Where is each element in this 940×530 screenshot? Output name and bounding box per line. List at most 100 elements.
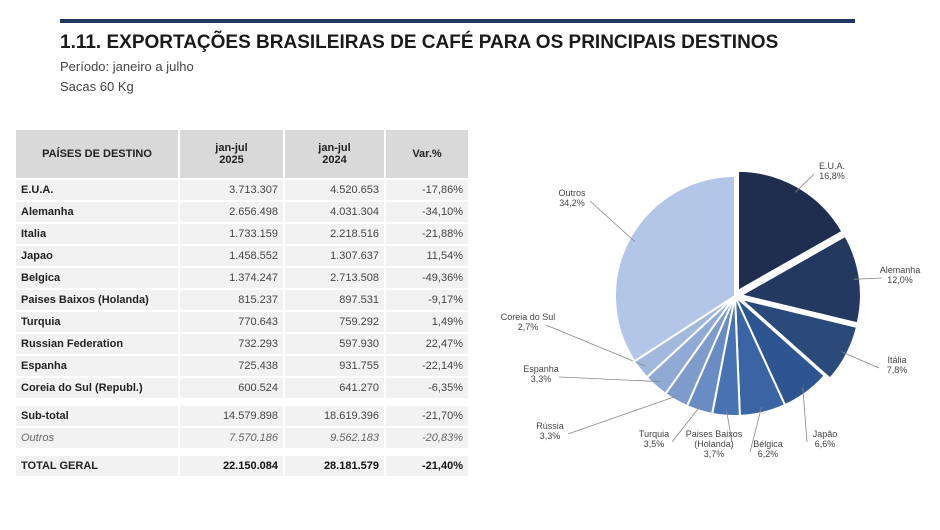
country-cell: Belgica [16, 268, 178, 288]
row-spacer [16, 450, 468, 454]
header-2025-line2: 2025 [219, 154, 244, 166]
pie-label-value: 16,8% [819, 171, 845, 181]
pie-leader-line [795, 173, 815, 193]
header-var: Var.% [386, 130, 468, 178]
var-cell: 1,49% [386, 312, 468, 332]
pie-leader-line [749, 406, 762, 453]
var-cell: -17,86% [386, 180, 468, 200]
country-cell: Japao [16, 246, 178, 266]
var-cell: -6,35% [386, 378, 468, 398]
outros-var: -20,83% [386, 428, 468, 448]
pie-label-value: 3,3% [531, 374, 552, 384]
var-cell: -22,14% [386, 356, 468, 376]
value-2024-cell: 2.218.516 [285, 224, 384, 244]
pie-slice-outros [614, 174, 736, 363]
header-2025: jan-jul 2025 [180, 130, 283, 178]
pie-label-value: 3,3% [540, 431, 561, 441]
value-2025-cell: 770.643 [180, 312, 283, 332]
value-2024-cell: 1.307.637 [285, 246, 384, 266]
table-row: Italia 1.733.159 2.218.516 -21,88% [16, 224, 468, 244]
pie-label-value: 6,2% [758, 449, 779, 459]
outros-2024: 9.562.183 [285, 428, 384, 448]
table-row: Coreia do Sul (Republ.) 600.524 641.270 -6,… [16, 378, 468, 398]
value-2025-cell: 732.293 [180, 334, 283, 354]
pie-leader-line [567, 394, 680, 435]
var-cell: 11,54% [386, 246, 468, 266]
pie-label-value: 3,7% [704, 449, 725, 459]
var-cell: 22,47% [386, 334, 468, 354]
value-2025-cell: 600.524 [180, 378, 283, 398]
country-cell: Russian Federation [16, 334, 178, 354]
value-2024-cell: 759.292 [285, 312, 384, 332]
exports-table: PAÍSES DE DESTINO jan-jul 2025 jan-jul 2… [14, 128, 470, 478]
table-row: Turquia 770.643 759.292 1,49% [16, 312, 468, 332]
unit-text: Sacas 60 Kg [60, 79, 134, 94]
pie-label-name: Japão [813, 429, 838, 439]
value-2024-cell: 2.713.508 [285, 268, 384, 288]
subtotal-var: -21,70% [386, 406, 468, 426]
pie-label-name: Coreia do Sul [501, 312, 556, 322]
var-cell: -34,10% [386, 202, 468, 222]
value-2024-cell: 4.520.653 [285, 180, 384, 200]
total-row: TOTAL GERAL 22.150.084 28.181.579 -21,40% [16, 456, 468, 476]
value-2025-cell: 1.374.247 [180, 268, 283, 288]
pie-label-name: Outros [558, 188, 586, 198]
pie-leader-line [589, 200, 636, 242]
pie-slice-alemanha [738, 234, 862, 325]
table-row: Espanha 725.438 931.755 -22,14% [16, 356, 468, 376]
country-cell: Italia [16, 224, 178, 244]
header-2025-line1: jan-jul [215, 142, 248, 154]
subtotal-2025: 14.579.898 [180, 406, 283, 426]
pie-leader-line [853, 277, 883, 280]
pie-leader-line [726, 409, 733, 443]
subtotal-2024: 18.619.396 [285, 406, 384, 426]
pie-label-name: Paises Baixos (Holanda) [686, 429, 743, 449]
pie-label-value: 34,2% [559, 198, 585, 208]
pie-label-name: Bélgica [753, 439, 783, 449]
table-row: Russian Federation 732.293 597.930 22,47% [16, 334, 468, 354]
pie-label-value: 6,6% [815, 439, 836, 449]
header-country: PAÍSES DE DESTINO [16, 130, 178, 178]
var-cell: -21,88% [386, 224, 468, 244]
pie-label-value: 2,7% [518, 322, 539, 332]
pie-label-name: Itália [887, 355, 906, 365]
country-cell: Alemanha [16, 202, 178, 222]
country-cell: E.U.A. [16, 180, 178, 200]
pie-leader-line [558, 376, 660, 382]
var-cell: -9,17% [386, 290, 468, 310]
country-cell: Coreia do Sul (Republ.) [16, 378, 178, 398]
table-row: Japao 1.458.552 1.307.637 11,54% [16, 246, 468, 266]
header-2024-line1: jan-jul [318, 142, 351, 154]
value-2025-cell: 2.656.498 [180, 202, 283, 222]
pie-slice-it-lia [739, 297, 859, 380]
value-2024-cell: 931.755 [285, 356, 384, 376]
table-row: Belgica 1.374.247 2.713.508 -49,36% [16, 268, 468, 288]
total-2024: 28.181.579 [285, 456, 384, 476]
header-2024-line2: 2024 [322, 154, 347, 166]
value-2025-cell: 1.458.552 [180, 246, 283, 266]
row-spacer [16, 400, 468, 404]
table-row: Paises Baixos (Holanda) 815.237 897.531 -9,… [16, 290, 468, 310]
subtotal-label: Sub-total [16, 406, 178, 426]
country-cell: Paises Baixos (Holanda) [16, 290, 178, 310]
pie-label-name: E.U.A. [819, 161, 845, 171]
pie-leader-line [545, 324, 646, 367]
table-row: Alemanha 2.656.498 4.031.304 -34,10% [16, 202, 468, 222]
page-title: 1.11. EXPORTAÇÕES BRASILEIRAS DE CAFÉ PA… [60, 32, 779, 53]
table-row: E.U.A. 3.713.307 4.520.653 -17,86% [16, 180, 468, 200]
value-2025-cell: 725.438 [180, 356, 283, 376]
outros-2025: 7.570.186 [180, 428, 283, 448]
pie-leader-line [802, 387, 808, 443]
country-cell: Turquia [16, 312, 178, 332]
country-cell: Espanha [16, 356, 178, 376]
pie-slice-e-u-a- [737, 169, 844, 293]
total-var: -21,40% [386, 456, 468, 476]
value-2024-cell: 4.031.304 [285, 202, 384, 222]
outros-label: Outros [16, 428, 178, 448]
total-2025: 22.150.084 [180, 456, 283, 476]
pie-label-name: Alemanha [880, 265, 921, 275]
value-2024-cell: 641.270 [285, 378, 384, 398]
pie-label-value: 3,5% [644, 439, 665, 449]
pie-label-value: 7,8% [887, 365, 908, 375]
period-text: Período: janeiro a julho [60, 59, 194, 74]
